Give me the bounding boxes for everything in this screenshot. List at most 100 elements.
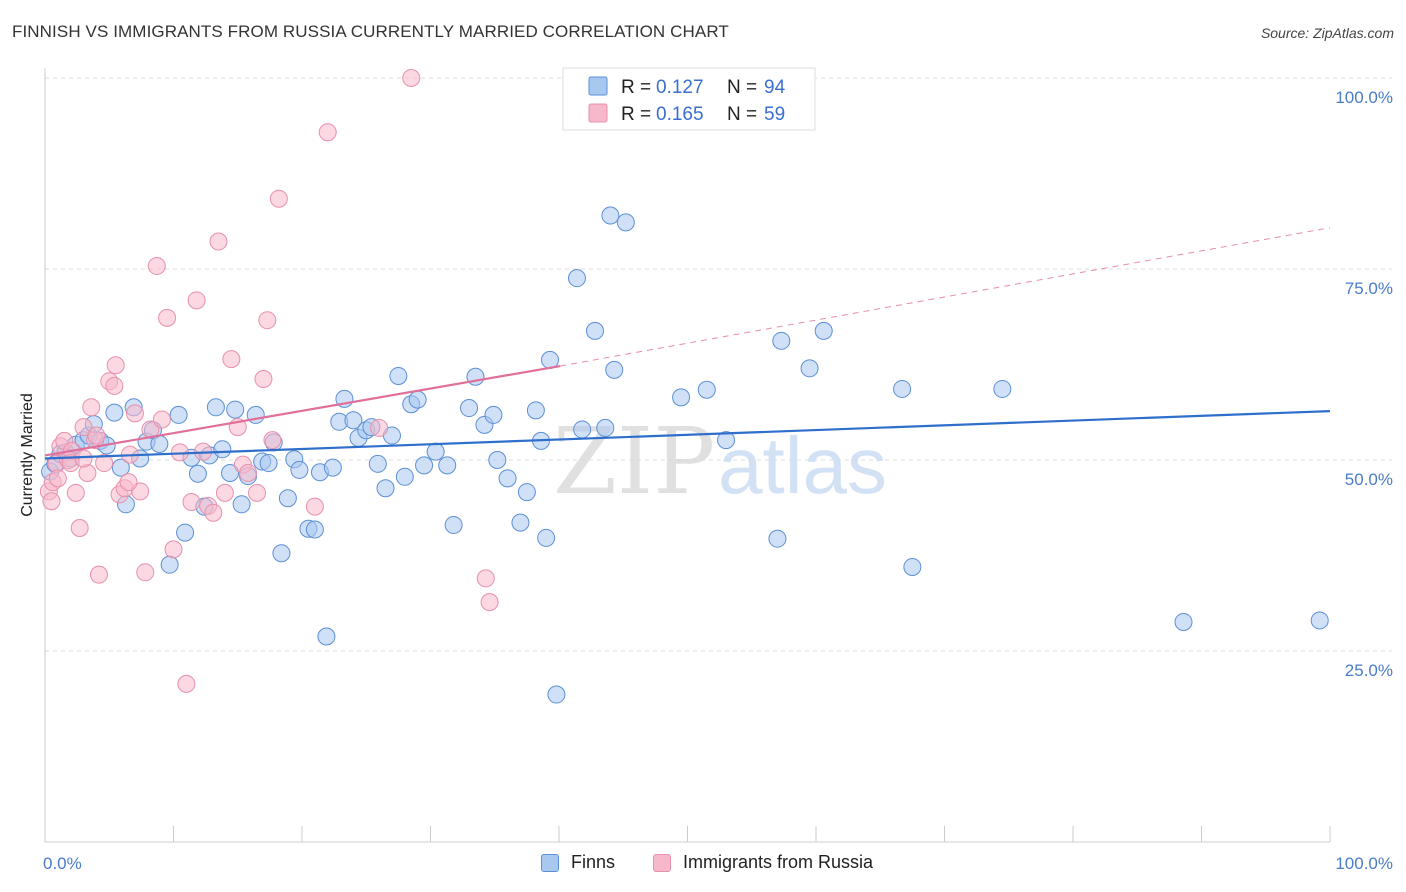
- finns-point: [526, 401, 545, 420]
- finns-point: [903, 557, 922, 576]
- finns-point: [111, 458, 130, 477]
- x-tick-label: 0.0%: [43, 854, 82, 873]
- finns-point: [601, 206, 620, 225]
- finns-point: [1310, 611, 1329, 630]
- russia-point: [125, 404, 144, 423]
- finns-point: [697, 380, 716, 399]
- finns-point: [800, 359, 819, 378]
- finns-point: [290, 460, 309, 479]
- russia-point: [177, 674, 196, 693]
- x-tick-label: 100.0%: [1335, 854, 1393, 873]
- russia-point: [239, 463, 258, 482]
- finns-point: [1174, 612, 1193, 631]
- y-tick-label: 25.0%: [1345, 661, 1393, 680]
- russia-point: [87, 426, 106, 445]
- finns-point: [232, 495, 251, 514]
- finns-point: [717, 431, 736, 450]
- finns-point: [772, 331, 791, 350]
- y-tick-label: 75.0%: [1345, 279, 1393, 298]
- russia-point: [370, 418, 389, 437]
- russia-points: [39, 69, 499, 693]
- finns-point: [573, 420, 592, 439]
- russia-trend-line: [44, 364, 561, 457]
- finns-point: [150, 434, 169, 453]
- russia-point: [152, 410, 171, 429]
- russia-point: [402, 69, 421, 87]
- finns-point: [317, 627, 336, 646]
- legend-russia-n-value: 59: [764, 104, 785, 125]
- russia-point: [480, 593, 499, 612]
- finns-point: [498, 469, 517, 488]
- finns-swatch: [541, 853, 559, 872]
- russia-point: [204, 503, 223, 522]
- russia-point: [119, 473, 138, 492]
- russia-point: [187, 291, 206, 310]
- russia-point: [318, 123, 337, 142]
- grid-lines: [45, 77, 1392, 652]
- finns-point: [259, 454, 278, 473]
- finns-point: [323, 458, 342, 477]
- legend-top: R = 0.127 N = 94 R = 0.165 N = 59: [562, 67, 816, 131]
- russia-point: [215, 483, 234, 502]
- russia-point: [263, 431, 282, 450]
- source-credit: Source: ZipAtlas.com: [1260, 25, 1394, 41]
- russia-point: [89, 565, 108, 584]
- russia-point: [258, 311, 277, 330]
- russia-point: [182, 493, 201, 512]
- finns-point: [511, 513, 530, 532]
- russia-point: [95, 454, 114, 473]
- finns-point: [176, 523, 195, 542]
- finns-point: [438, 456, 457, 475]
- finns-point: [484, 405, 503, 424]
- russia-point: [254, 370, 273, 389]
- finns-point: [188, 464, 207, 483]
- finns-point: [596, 418, 615, 437]
- finns-point: [567, 269, 586, 288]
- y-tick-label: 100.0%: [1335, 88, 1393, 107]
- legend-russia-swatch: [588, 103, 608, 123]
- finns-point: [278, 489, 297, 508]
- russia-point: [305, 497, 324, 516]
- russia-point: [74, 449, 93, 468]
- finns-point: [460, 399, 479, 418]
- legend-finns-r-label: R =: [621, 77, 651, 98]
- russia-point: [269, 189, 288, 208]
- russia-point: [82, 398, 101, 417]
- russia-point: [136, 563, 155, 582]
- finns-point: [376, 479, 395, 498]
- russia-point: [158, 308, 177, 327]
- legend-bottom-finns: Finns: [541, 852, 615, 873]
- legend-bottom: Finns Immigrants from Russia: [0, 852, 1406, 878]
- legend-russia-n-label: N =: [727, 104, 757, 125]
- finns-point: [395, 467, 414, 486]
- finns-point: [415, 456, 434, 475]
- finns-point: [768, 529, 787, 548]
- finns-point: [305, 520, 324, 539]
- finns-point: [206, 398, 225, 417]
- legend-russia-r-label: R =: [621, 104, 651, 125]
- finns-point: [408, 390, 427, 409]
- legend-bottom-russia: Immigrants from Russia: [653, 852, 873, 873]
- legend-finns-n-label: N =: [727, 77, 757, 98]
- finns-point: [213, 440, 232, 459]
- y-tick-label: 50.0%: [1345, 470, 1393, 489]
- finns-point: [105, 403, 124, 422]
- finns-point: [444, 515, 463, 534]
- russia-trend-extension: [560, 227, 1331, 367]
- finns-trend-line: [44, 410, 1331, 460]
- finns-point: [272, 544, 291, 563]
- legend-finns-n-value: 94: [764, 77, 786, 98]
- russia-point: [106, 356, 125, 375]
- russia-point: [42, 492, 61, 511]
- russia-point: [70, 518, 89, 537]
- finns-point: [344, 411, 363, 430]
- finns-point: [368, 454, 387, 473]
- legend-bottom-finns-label: Finns: [571, 852, 616, 872]
- finns-point: [221, 463, 240, 482]
- russia-point: [164, 540, 183, 559]
- russia-point: [105, 376, 124, 395]
- russia-point: [48, 469, 67, 488]
- finns-point: [672, 388, 691, 407]
- legend-bottom-russia-label: Immigrants from Russia: [683, 852, 874, 872]
- tick-labels: 100.0% 75.0% 50.0% 25.0% 0.0% 100.0%: [43, 88, 1393, 873]
